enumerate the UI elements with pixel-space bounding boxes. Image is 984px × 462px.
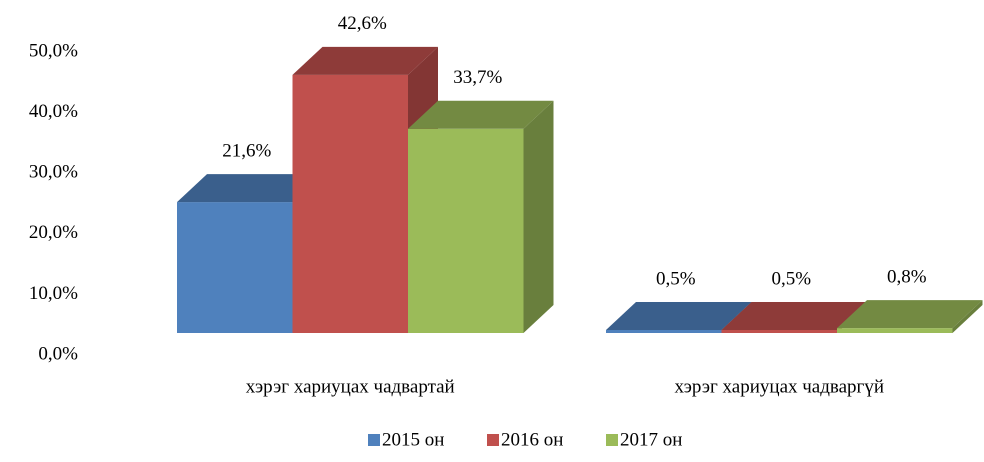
y-tick-label: 0,0% xyxy=(38,343,78,364)
bar xyxy=(837,328,953,333)
value-label: 21,6% xyxy=(222,140,271,161)
legend-label: 2017 он xyxy=(620,429,682,450)
bar-top xyxy=(606,301,752,330)
bar xyxy=(721,329,837,333)
x-tick-label: хэрэг хариуцах чадвартай xyxy=(246,376,455,397)
y-tick-label: 20,0% xyxy=(29,222,78,243)
value-label: 0,5% xyxy=(656,268,696,289)
legend-label: 2016 он xyxy=(501,429,563,450)
x-tick-label: хэрэг хариуцах чадваргүй xyxy=(674,376,884,397)
legend-label: 2015 он xyxy=(382,429,444,450)
bar xyxy=(177,202,293,333)
legend-swatch xyxy=(487,434,499,446)
value-label: 0,5% xyxy=(771,268,811,289)
value-label: 0,8% xyxy=(887,267,927,288)
y-tick-label: 50,0% xyxy=(29,40,78,61)
bar-top xyxy=(177,174,323,203)
legend-swatch xyxy=(606,434,618,446)
bar xyxy=(292,74,408,334)
y-tick-label: 30,0% xyxy=(29,162,78,183)
bar-side xyxy=(952,300,983,333)
bar-top xyxy=(721,301,867,330)
y-tick-label: 10,0% xyxy=(29,283,78,304)
bar xyxy=(606,329,722,333)
bar-top xyxy=(408,100,554,129)
bar-top xyxy=(837,300,983,329)
legend-swatch xyxy=(368,434,380,446)
value-label: 33,7% xyxy=(453,67,502,88)
y-tick-label: 40,0% xyxy=(29,101,78,122)
bar-side xyxy=(523,100,554,333)
bar-top xyxy=(292,46,438,75)
bar xyxy=(408,128,524,333)
value-label: 42,6% xyxy=(338,13,387,34)
